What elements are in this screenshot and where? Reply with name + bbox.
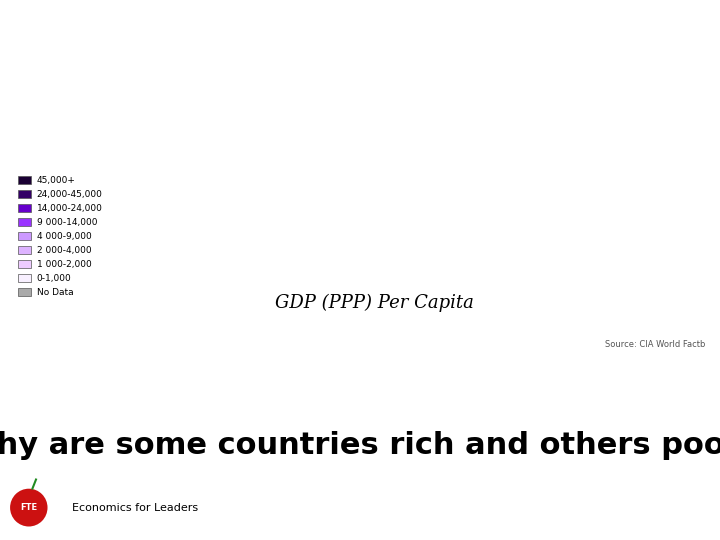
FancyBboxPatch shape xyxy=(18,204,31,212)
FancyBboxPatch shape xyxy=(18,260,31,268)
Text: 0-1,000: 0-1,000 xyxy=(37,274,71,283)
FancyBboxPatch shape xyxy=(18,246,31,254)
FancyBboxPatch shape xyxy=(18,176,31,184)
Text: 2 000-4,000: 2 000-4,000 xyxy=(37,246,91,255)
FancyBboxPatch shape xyxy=(18,190,31,198)
Text: No Data: No Data xyxy=(37,288,73,297)
FancyBboxPatch shape xyxy=(18,218,31,226)
Text: Source: CIA World Factb: Source: CIA World Factb xyxy=(606,340,706,349)
Text: 45,000+: 45,000+ xyxy=(37,176,76,185)
Text: 24,000-45,000: 24,000-45,000 xyxy=(37,190,102,199)
Text: GDP (PPP) Per Capita: GDP (PPP) Per Capita xyxy=(275,293,474,312)
Text: 1 000-2,000: 1 000-2,000 xyxy=(37,260,91,269)
FancyBboxPatch shape xyxy=(18,274,31,282)
FancyBboxPatch shape xyxy=(18,288,31,296)
Text: FTE: FTE xyxy=(20,503,37,512)
Text: 4 000-9,000: 4 000-9,000 xyxy=(37,232,91,241)
Text: 14,000-24,000: 14,000-24,000 xyxy=(37,204,102,213)
Text: Why are some countries rich and others poor?: Why are some countries rich and others p… xyxy=(0,431,720,460)
Text: 9 000-14,000: 9 000-14,000 xyxy=(37,218,97,227)
FancyBboxPatch shape xyxy=(18,232,31,240)
Text: Economics for Leaders: Economics for Leaders xyxy=(72,503,198,512)
Ellipse shape xyxy=(10,489,48,526)
